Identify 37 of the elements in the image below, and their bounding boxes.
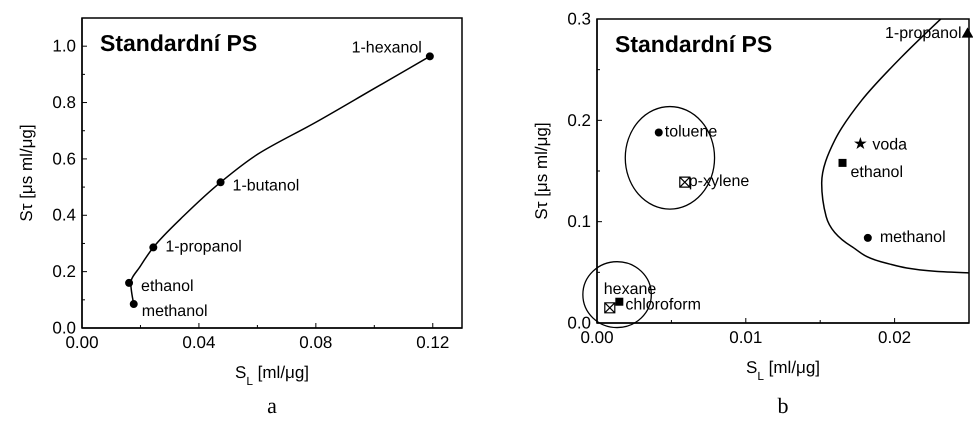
y-tick-label: 0.2 (52, 262, 76, 282)
point (962, 27, 973, 38)
point (679, 176, 690, 188)
annotation: 1-propanol (165, 238, 242, 256)
annotation: 1-hexanol (352, 39, 422, 56)
annotation: methanol (142, 303, 208, 320)
x-tick-label: 0.12 (416, 333, 450, 352)
x-tick-label: 0.01 (729, 328, 762, 348)
text: Standardní PS (615, 31, 772, 57)
y-tick-label: 1.0 (52, 36, 76, 56)
series-label: voda (872, 136, 908, 154)
y-axis-title: Sτ [μs ml/μg] (17, 124, 36, 222)
x-axis-title: S$_{L}$ [ml/μg] (234, 363, 310, 388)
x-tick-label: 0.02 (878, 328, 912, 348)
y-tick-label: 0.3 (567, 9, 591, 28)
point (604, 302, 616, 314)
y-tick-label: 0.4 (52, 206, 76, 225)
annotation: ethanol (141, 278, 194, 295)
y-tick-label: 0.1 (567, 212, 591, 232)
annotation: 1-butanol (232, 177, 300, 194)
y-tick-label: 0.2 (567, 110, 591, 130)
point (615, 298, 624, 306)
text: Standardní PS (100, 30, 258, 56)
text: a (267, 393, 278, 418)
point (854, 136, 867, 150)
text: b (778, 393, 788, 418)
point (838, 158, 847, 167)
x-tick-label: 0.08 (299, 333, 332, 352)
series-label: ethanol (850, 164, 904, 181)
x-axis-title: S$_{L}$ [ml/μg] (746, 358, 820, 383)
y-tick-label: 0.6 (52, 149, 76, 168)
x-tick-label: 0.04 (182, 333, 216, 352)
y-axis-title: Sτ [μs ml/μg] (532, 122, 551, 220)
point (654, 128, 663, 136)
y-tick-label: 0.8 (52, 92, 76, 112)
point (864, 234, 872, 242)
series-label: methanol (880, 228, 946, 246)
